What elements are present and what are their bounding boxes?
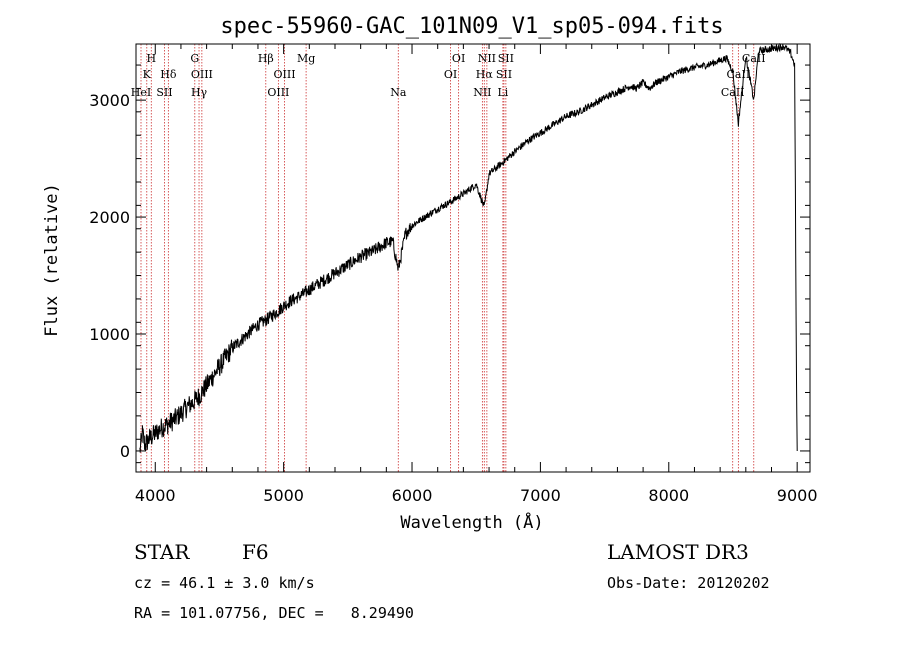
x-tick-label-3: 7000: [520, 486, 561, 505]
y-tick-label-3: 3000: [89, 91, 130, 110]
y-axis-label: Flux (relative): [42, 183, 62, 337]
x-tick-label-2: 6000: [392, 486, 433, 505]
line-marker-label-3: SII: [156, 86, 172, 99]
coordinates: RA = 101.07756, DEC = 8.29490: [134, 604, 414, 622]
spectrum-line: [139, 42, 798, 453]
redshift-velocity: cz = 46.1 ± 3.0 km/s: [134, 574, 315, 592]
line-marker-label-10: OIII: [274, 68, 296, 81]
line-marker-label-9: OIII: [267, 86, 289, 99]
line-marker-label-2: HeI: [131, 86, 151, 99]
line-marker-label-6: Hγ: [191, 86, 208, 99]
line-marker-label-22: CaII: [727, 68, 751, 81]
line-marker-label-11: Mg: [297, 52, 315, 65]
line-marker-label-14: OI: [452, 52, 465, 65]
line-marker-label-13: OI: [444, 68, 457, 81]
y-tick-label-0: 0: [120, 442, 130, 461]
line-marker-label-19: SII: [498, 52, 514, 65]
axis-ticks: 4000 5000 6000 7000 8000 9000 0 1000 2000 3000: [89, 44, 818, 505]
x-tick-label-1: 5000: [263, 486, 304, 505]
line-marker-label-12: Na: [390, 86, 407, 99]
survey-name: LAMOST DR3: [607, 540, 749, 564]
observation-date: Obs-Date: 20120202: [607, 574, 770, 592]
plot-frame: [135, 43, 811, 473]
x-tick-label-5: 9000: [777, 486, 818, 505]
line-marker-label-7: OIII: [191, 68, 213, 81]
line-marker-label-23: CaII: [742, 52, 766, 65]
line-marker-label-17: NII: [478, 52, 496, 65]
line-marker-label-16: Hα: [476, 68, 494, 81]
line-marker-label-0: K: [143, 68, 152, 81]
y-tick-label-2: 2000: [89, 208, 130, 227]
x-tick-label-0: 4000: [135, 486, 176, 505]
object-subclass: F6: [242, 540, 269, 564]
line-marker-label-18: SII: [496, 68, 512, 81]
x-tick-label-4: 8000: [648, 486, 689, 505]
line-marker-label-5: G: [190, 52, 199, 65]
chart-title: spec-55960-GAC_101N09_V1_sp05-094.fits: [220, 14, 723, 39]
line-marker-label-4: Hδ: [160, 68, 177, 81]
line-marker-label-8: Hβ: [258, 52, 274, 65]
line-marker-label-15: NII: [473, 86, 491, 99]
line-marker-label-1: H: [146, 52, 156, 65]
y-tick-label-1: 1000: [89, 325, 130, 344]
x-axis-label: Wavelength (Å): [400, 511, 543, 533]
object-class: STAR: [134, 540, 190, 564]
line-marker-label-20: Li: [497, 86, 508, 99]
